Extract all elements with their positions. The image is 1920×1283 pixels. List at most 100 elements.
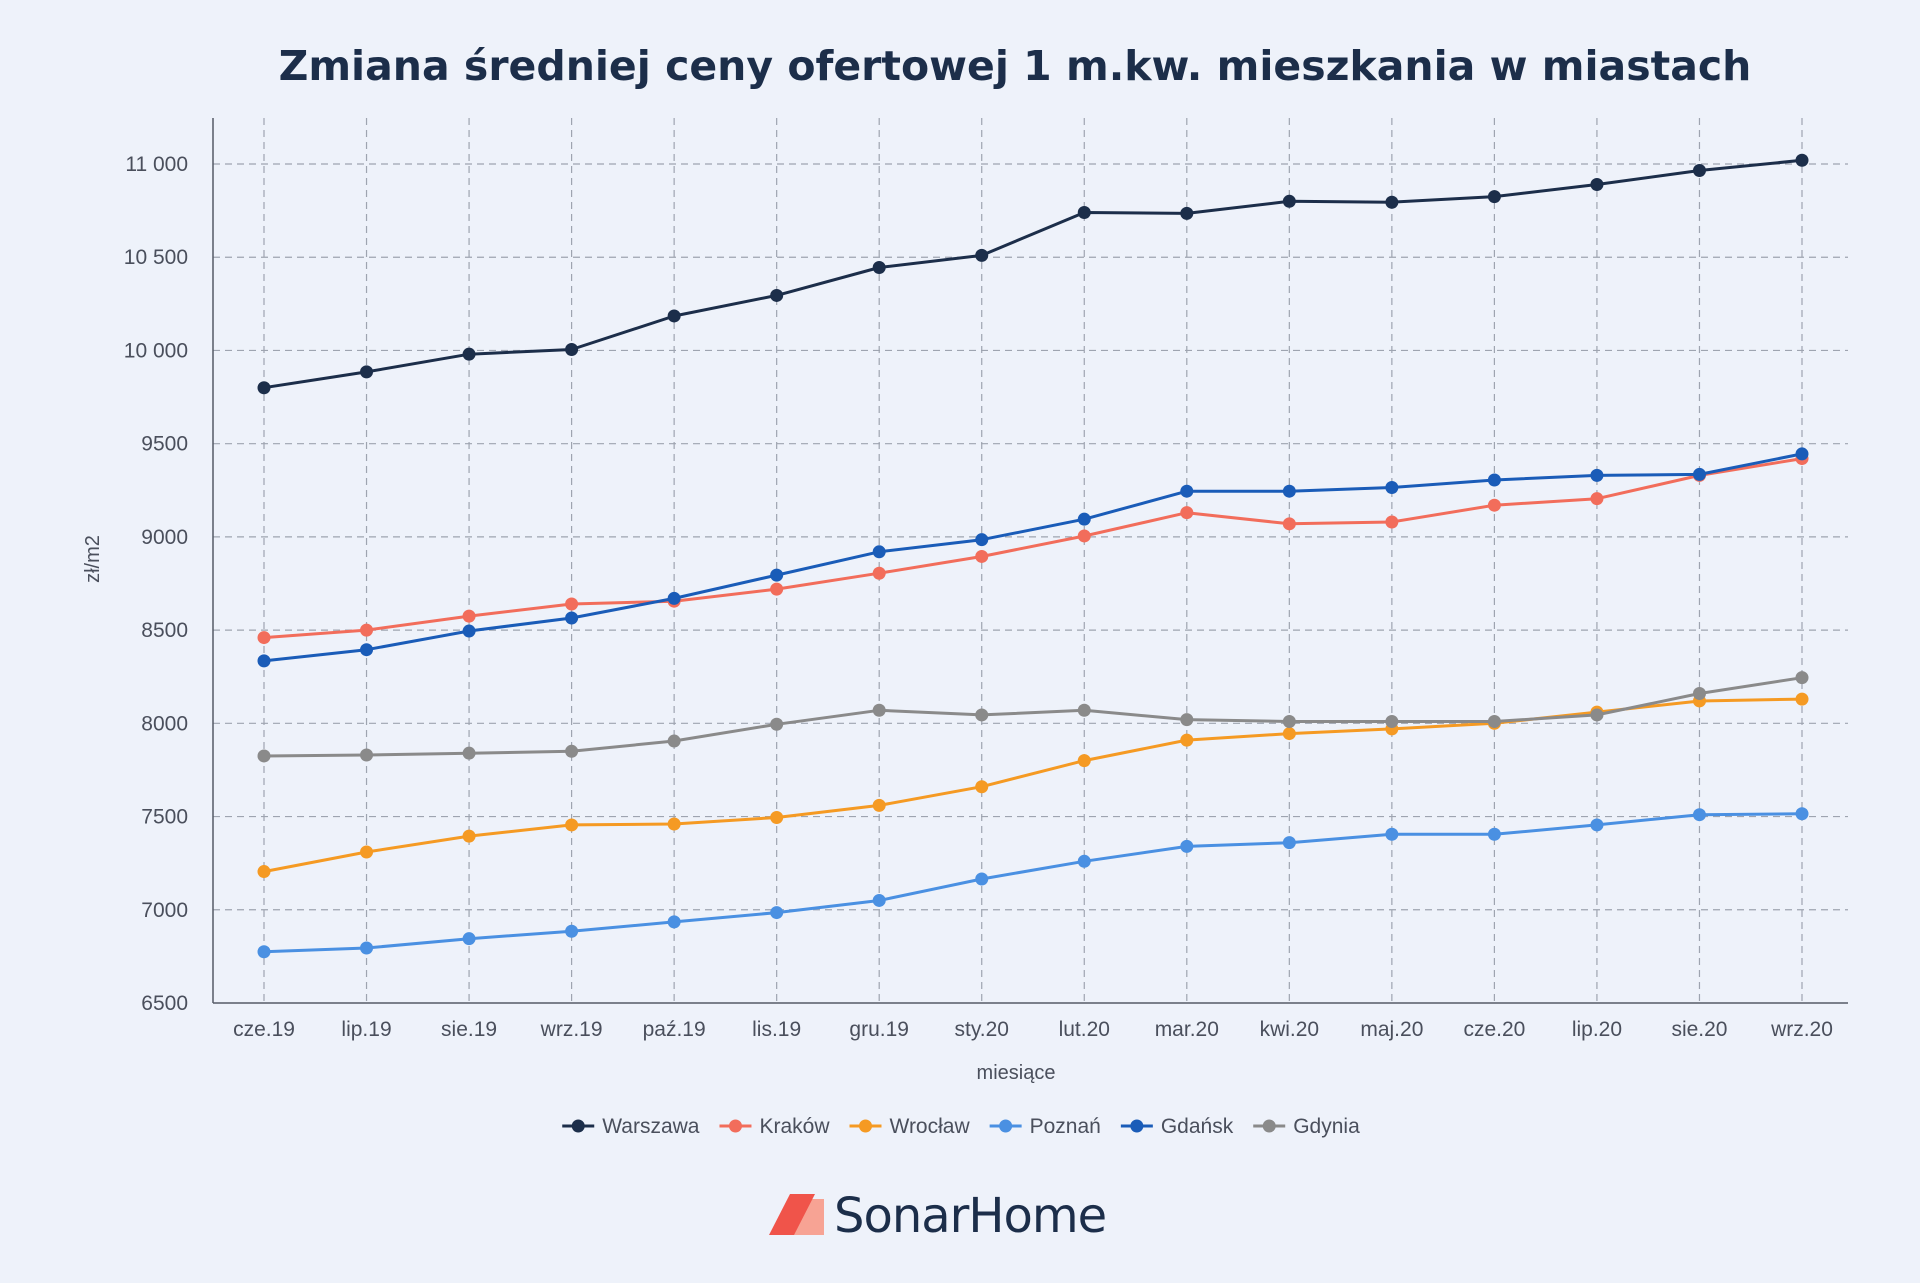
data-point [462, 829, 476, 843]
data-point [1282, 727, 1296, 741]
data-point [1795, 447, 1809, 461]
data-point [1077, 512, 1091, 526]
data-point [872, 545, 886, 559]
series-warszawa [257, 153, 1809, 395]
x-tick-label: cze.19 [233, 1018, 295, 1041]
data-point [667, 591, 681, 605]
data-point [1385, 827, 1399, 841]
y-tick-label: 8000 [141, 712, 188, 735]
x-tick-label: kwi.20 [1260, 1018, 1320, 1041]
data-point [462, 347, 476, 361]
legend-label: Wrocław [890, 1115, 971, 1138]
data-point [1487, 190, 1501, 204]
data-point [360, 941, 374, 955]
data-point [1590, 818, 1604, 832]
data-point [872, 566, 886, 580]
x-tick-label: lip.19 [341, 1018, 391, 1041]
legend-marker [1130, 1119, 1144, 1133]
data-point [1487, 473, 1501, 487]
data-point [360, 845, 374, 859]
series-poznan [257, 807, 1809, 959]
data-point [1180, 733, 1194, 747]
y-tick-label: 10 000 [124, 339, 188, 362]
data-point [872, 798, 886, 812]
data-point [1180, 206, 1194, 220]
data-point [1692, 687, 1706, 701]
series-line [263, 697, 1803, 874]
legend-item: Wrocław [849, 1115, 971, 1138]
data-point [872, 703, 886, 717]
series-krakow [257, 452, 1809, 645]
x-tick-label: lip.20 [1572, 1018, 1622, 1041]
x-tick-label: cze.20 [1463, 1018, 1525, 1041]
data-point [770, 288, 784, 302]
data-point [1180, 484, 1194, 498]
data-point [257, 381, 271, 395]
legend: Warszawa Kraków Wrocław Poznań Gdańsk Gdynia [562, 1115, 1360, 1138]
data-point [1077, 854, 1091, 868]
chart-title: Zmiana średniej ceny ofertowej 1 m.kw. m… [279, 42, 1752, 90]
series-line [263, 812, 1803, 954]
brand-name: SonarHome [834, 1188, 1106, 1244]
y-tick-label: 7000 [141, 899, 188, 922]
x-tick-label: wrz.19 [540, 1018, 603, 1041]
x-tick-label: sty.20 [954, 1018, 1008, 1041]
x-tick-label: sie.20 [1671, 1018, 1727, 1041]
legend-label: Poznań [1030, 1115, 1101, 1138]
data-point [770, 906, 784, 920]
data-point [462, 624, 476, 638]
y-tick-label: 9000 [141, 526, 188, 549]
axes: 6500 7000 7500 8000 8500 9000 9500 10 000 10 500… [124, 118, 1848, 1041]
legend-item: Gdynia [1253, 1115, 1360, 1138]
data-point [975, 872, 989, 886]
data-point [257, 945, 271, 959]
legend-item: Warszawa [562, 1115, 700, 1138]
data-point [1590, 468, 1604, 482]
data-point [565, 818, 579, 832]
data-point [1282, 194, 1296, 208]
data-point [565, 597, 579, 611]
legend-item: Poznań [989, 1115, 1101, 1138]
data-point [360, 365, 374, 379]
series-line [263, 452, 1803, 663]
data-point [770, 810, 784, 824]
data-point [667, 915, 681, 929]
legend-label: Warszawa [602, 1115, 700, 1138]
x-tick-label: mar.20 [1155, 1018, 1219, 1041]
data-point [1487, 498, 1501, 512]
data-point [1795, 671, 1809, 685]
y-tick-label: 10 500 [124, 246, 188, 269]
data-point [1692, 808, 1706, 822]
data-point [1590, 178, 1604, 192]
data-point [565, 744, 579, 758]
data-point [1385, 195, 1399, 209]
y-tick-label: 9500 [141, 433, 188, 456]
legend-marker [999, 1119, 1013, 1133]
data-point [1385, 515, 1399, 529]
data-point [1385, 714, 1399, 728]
x-tick-label: paź.19 [643, 1018, 706, 1041]
data-point [1077, 205, 1091, 219]
data-point [872, 260, 886, 274]
x-tick-label: lis.19 [752, 1018, 801, 1041]
y-tick-label: 8500 [141, 619, 188, 642]
y-tick-label: 11 000 [125, 153, 188, 176]
data-point [1795, 692, 1809, 706]
y-tick-label: 6500 [141, 992, 188, 1015]
data-point [1282, 517, 1296, 531]
data-point [975, 533, 989, 547]
data-point [1282, 836, 1296, 850]
data-point [1795, 153, 1809, 167]
data-point [1077, 703, 1091, 717]
series-line [263, 457, 1803, 640]
data-point [1180, 506, 1194, 520]
series-line [263, 676, 1803, 758]
data-point [257, 865, 271, 879]
data-point [360, 643, 374, 657]
legend-label: Gdańsk [1161, 1115, 1234, 1138]
x-tick-label: gru.19 [849, 1018, 909, 1041]
data-point [667, 734, 681, 748]
data-point [770, 717, 784, 731]
x-tick-label: lut.20 [1059, 1018, 1110, 1041]
